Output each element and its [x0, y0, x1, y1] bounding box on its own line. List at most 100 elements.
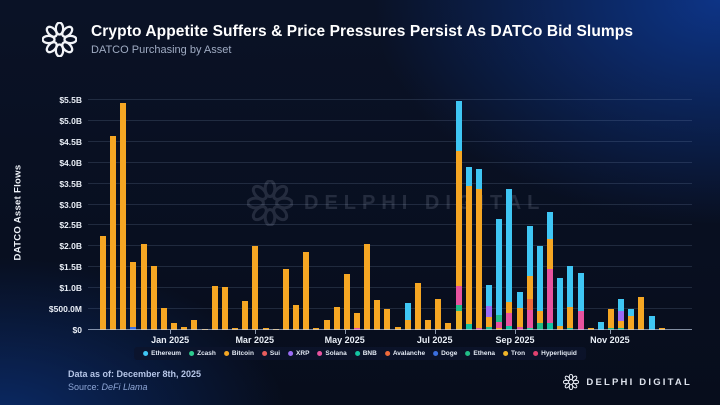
bar-segment-bitcoin — [100, 235, 106, 330]
bar-segment-ethereum — [648, 315, 655, 330]
bar-segment-bitcoin — [221, 286, 228, 330]
legend-label: Bitcoin — [231, 350, 254, 357]
legend-item-doge[interactable]: Doge — [433, 350, 457, 357]
bar-segment-bitcoin — [526, 276, 533, 300]
delphi-knot-logo-icon — [42, 22, 77, 57]
x-tick-mark — [609, 330, 611, 334]
stacked-bar — [293, 304, 300, 330]
legend-item-solana[interactable]: Solana — [317, 350, 347, 357]
brand-footer: DELPHI DIGITAL — [563, 374, 692, 390]
stacked-bar — [313, 327, 320, 330]
stacked-bar — [333, 307, 340, 330]
bar-segment-ethereum — [516, 292, 523, 309]
stacked-bar — [506, 189, 513, 330]
bar-segment-doge — [130, 327, 137, 330]
gridline — [88, 182, 692, 184]
x-tick-mark — [515, 330, 517, 334]
bar-segment-ethereum — [526, 225, 533, 277]
legend-color-dot — [288, 351, 294, 356]
bar-segment-bnb — [547, 322, 554, 330]
bar-segment-bitcoin — [536, 310, 543, 324]
bar-segment-bitcoin — [455, 151, 462, 287]
x-tick-label: May 2025 — [324, 335, 365, 345]
bar-segment-bitcoin — [618, 320, 625, 328]
stacked-bar — [465, 166, 472, 330]
bar-segment-bitcoin — [465, 185, 472, 324]
legend-item-ethereum[interactable]: Ethereum — [143, 350, 181, 357]
stacked-bar — [425, 319, 432, 330]
x-tick-mark — [344, 330, 346, 334]
source-note: Source: DeFi Llama — [68, 382, 201, 392]
stacked-bar — [648, 315, 655, 330]
x-tick-label: Sep 2025 — [495, 335, 535, 345]
bar-segment-solana — [506, 313, 513, 326]
bar-segment-tron — [455, 311, 462, 330]
page-title: Crypto Appetite Suffers & Price Pressure… — [91, 23, 634, 40]
x-tick-mark — [434, 330, 436, 334]
bar-segment-bitcoin — [333, 307, 340, 330]
legend-label: BNB — [362, 350, 377, 357]
bar-segment-solana — [547, 268, 554, 323]
legend-item-zcash[interactable]: Zcash — [189, 350, 216, 357]
stacked-bar — [486, 284, 493, 330]
stacked-bar — [354, 313, 360, 330]
bar-segment-zcash — [526, 327, 533, 330]
gridline — [88, 245, 692, 247]
bar-segment-bitcoin — [445, 322, 452, 330]
legend-item-bnb[interactable]: BNB — [354, 350, 377, 357]
stacked-bar — [536, 246, 543, 330]
x-tick-label: Jan 2025 — [151, 335, 190, 345]
bar-segment-ethereum — [618, 299, 625, 311]
stacked-bar — [130, 262, 137, 330]
legend-item-tron[interactable]: Tron — [503, 350, 525, 357]
stacked-bar — [455, 101, 462, 330]
stacked-bar — [475, 169, 482, 330]
stacked-bar — [394, 326, 401, 330]
bar-segment-bitcoin — [435, 298, 442, 330]
bar-segment-bitcoin — [496, 327, 503, 330]
bar-segment-bitcoin — [110, 136, 117, 330]
legend-color-dot — [143, 351, 149, 356]
stacked-bar — [364, 244, 371, 330]
bar-segment-xrp — [486, 305, 493, 317]
bar-segment-solana — [354, 327, 360, 330]
bar-segment-bitcoin — [323, 319, 330, 330]
gridline — [88, 266, 692, 268]
bar-segment-ethereum — [506, 189, 513, 303]
stacked-bar — [120, 103, 127, 330]
bar-segment-ethena — [536, 323, 543, 330]
plot-area — [88, 99, 692, 330]
source-prefix: Source: — [68, 382, 102, 392]
legend-item-xrp[interactable]: XRP — [288, 350, 309, 357]
bar-segment-avalanche — [526, 299, 533, 310]
bar-segment-ethereum — [628, 309, 635, 316]
bar-segment-ethena — [618, 327, 625, 330]
x-tick-label: Mar 2025 — [235, 335, 274, 345]
bar-segment-bitcoin — [242, 301, 249, 330]
bar-segment-bitcoin — [506, 302, 513, 314]
bar-segment-bitcoin — [425, 319, 432, 330]
bar-segment-ethereum — [455, 101, 462, 152]
y-tick-label: $1.0B — [59, 283, 82, 294]
bar-segment-solana — [526, 309, 533, 328]
legend-color-dot — [384, 351, 390, 356]
legend-item-hyperliquid[interactable]: Hyperliquid — [533, 350, 577, 357]
legend-item-avalanche[interactable]: Avalanche — [384, 350, 425, 357]
stacked-bar — [496, 219, 503, 330]
gridline — [88, 287, 692, 289]
bar-segment-bitcoin — [120, 103, 127, 330]
stacked-bar — [150, 266, 157, 330]
stacked-bar — [628, 309, 635, 330]
bar-segment-bitcoin — [557, 325, 564, 330]
bar-segment-ethereum — [496, 219, 503, 315]
bar-segment-ethereum — [567, 266, 574, 307]
legend-label: Zcash — [197, 350, 216, 357]
legend-item-sui[interactable]: Sui — [261, 350, 280, 357]
bar-segment-bitcoin — [394, 326, 401, 330]
legend-item-bitcoin[interactable]: Bitcoin — [223, 350, 254, 357]
y-tick-label: $5.0B — [59, 115, 82, 126]
legend-item-ethena[interactable]: Ethena — [465, 350, 495, 357]
bar-segment-bitcoin — [171, 322, 178, 330]
bar-segment-bitcoin — [313, 327, 320, 330]
stacked-bar — [171, 322, 178, 330]
